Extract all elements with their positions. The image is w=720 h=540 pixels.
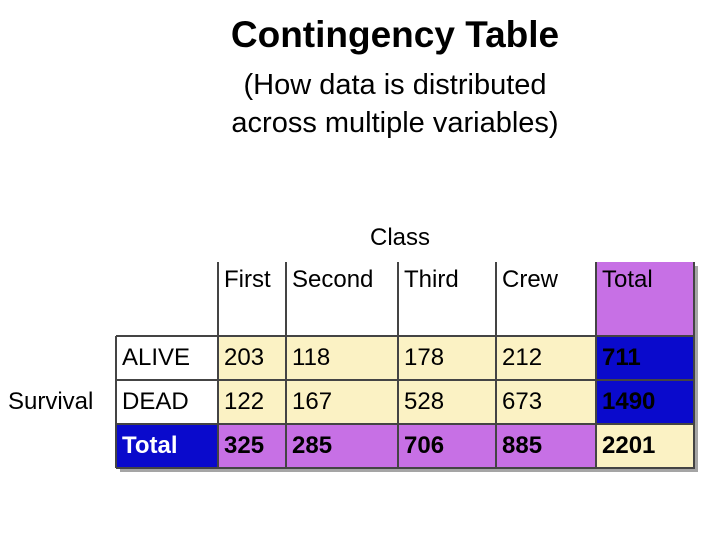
page-title: Contingency Table: [230, 14, 560, 55]
cell-alive-total: 711: [596, 336, 694, 380]
grid-line: [116, 335, 695, 337]
cell-dead-total: 1490: [596, 380, 694, 424]
cell-total-first: 325: [218, 424, 286, 468]
table-shadow: [120, 469, 697, 472]
row-label-dead: DEAD: [122, 388, 189, 415]
cell-alive-third: 178: [398, 336, 496, 380]
col-header-first: First: [224, 266, 271, 293]
col-header-crew: Crew: [502, 266, 559, 293]
cell-grand-total: 2201: [596, 424, 694, 468]
subtitle-line-2: across multiple variables): [231, 107, 559, 139]
grid-line: [285, 262, 287, 468]
col-header-third: Third: [404, 266, 459, 293]
cell-total-second: 285: [286, 424, 398, 468]
column-group-label: Class: [370, 224, 431, 251]
cell-alive-first: 203: [218, 336, 286, 380]
grid-line: [116, 379, 695, 381]
page-subtitle: (How data is distributed across multiple…: [0, 66, 720, 142]
cell-total-third: 706: [398, 424, 496, 468]
cell-alive-second: 118: [286, 336, 398, 380]
cell-dead-third: 528: [398, 380, 496, 424]
grid-line: [495, 262, 497, 468]
grid-line: [693, 262, 695, 468]
row-group-label: Survival: [8, 388, 94, 415]
grid-line: [397, 262, 399, 468]
subtitle-line-1: (How data is distributed: [243, 69, 547, 101]
col-header-total: Total: [596, 262, 694, 336]
table-shadow: [695, 266, 698, 472]
grid-line: [595, 262, 597, 468]
grid-line: [116, 467, 695, 469]
row-label-total: Total: [116, 424, 218, 468]
cell-dead-second: 167: [286, 380, 398, 424]
cell-total-crew: 885: [496, 424, 596, 468]
grid-line: [115, 336, 117, 468]
cell-dead-first: 122: [218, 380, 286, 424]
grid-line: [116, 423, 695, 425]
col-header-second: Second: [292, 266, 374, 293]
grid-line: [217, 262, 219, 468]
cell-alive-crew: 212: [496, 336, 596, 380]
cell-dead-crew: 673: [496, 380, 596, 424]
row-label-alive: ALIVE: [122, 344, 191, 371]
